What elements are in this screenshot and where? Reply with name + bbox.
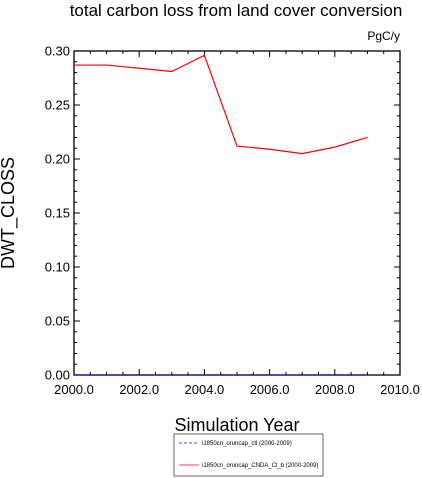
legend-box: [173, 433, 324, 477]
legend-label: i1850cn_oruncap_CNDA_Cl_b (2000-2009): [202, 463, 318, 469]
y-tick-label: 0.10: [45, 260, 70, 275]
y-tick-label: 0.20: [45, 152, 70, 167]
x-axis: 2000.0 2002.0 2004.0 2006.0 2008.0 2010.0: [54, 51, 420, 397]
x-tick-label: 2006.0: [250, 382, 290, 397]
x-tick-label: 2010.0: [380, 382, 420, 397]
y-tick-label: 0.15: [45, 206, 70, 221]
series-group: [74, 54, 368, 376]
units-label: PgC/y: [367, 29, 400, 43]
y-axis-label: DWT_CLOSS: [0, 157, 19, 269]
legend: i1850cn_oruncap_ctl (2000-2009) i1850cn_o…: [173, 433, 324, 477]
legend-label: i1850cn_oruncap_ctl (2000-2009): [202, 441, 292, 447]
plot-area: [73, 50, 401, 376]
x-axis-label: Simulation Year: [174, 415, 299, 435]
y-tick-label: 0.30: [45, 44, 70, 59]
x-tick-label: 2002.0: [119, 382, 159, 397]
x-tick-label: 2000.0: [54, 382, 94, 397]
y-tick-label: 0.05: [45, 314, 70, 329]
x-tick-label: 2008.0: [315, 382, 355, 397]
y-tick-label: 0.25: [45, 98, 70, 113]
plot-border: [73, 50, 401, 376]
x-tick-label: 2004.0: [185, 382, 225, 397]
series-line-2: [74, 54, 368, 155]
y-axis: 0.00 0.05 0.10 0.15 0.20 0.25 0.30: [45, 44, 400, 383]
y-tick-label: 0.00: [45, 368, 70, 383]
chart-title: total carbon loss from land cover conver…: [70, 1, 403, 20]
